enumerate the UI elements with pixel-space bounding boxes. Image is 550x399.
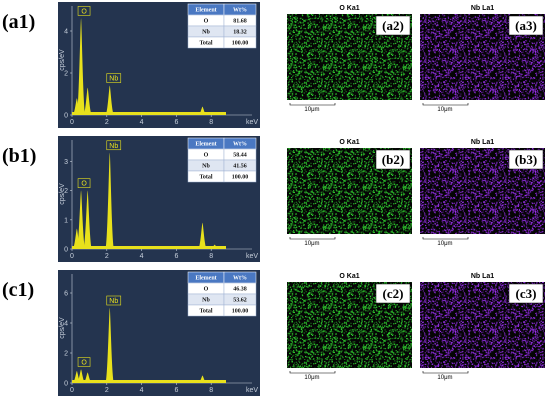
table-cell-text: O xyxy=(204,19,209,25)
peak-label-text: O xyxy=(81,360,87,367)
table-cell-text: 41.56 xyxy=(233,164,247,170)
y-tick-label: 6 xyxy=(64,291,68,298)
peak-label-text: Nb xyxy=(109,298,118,305)
table-cell-text: 53.62 xyxy=(233,298,247,304)
x-tick-label: 8 xyxy=(209,387,213,394)
map-label: (a2) xyxy=(382,18,404,33)
table-cell-text: 81.68 xyxy=(233,19,247,25)
scale-text: 10μm xyxy=(437,375,452,381)
scale-text: 10μm xyxy=(304,107,319,113)
y-tick-label: 2 xyxy=(64,351,68,358)
table-cell-text: Nb xyxy=(202,30,210,36)
map-title: O Ka1 xyxy=(339,273,359,280)
x-tick-label: 0 xyxy=(70,253,74,260)
table-header: Element xyxy=(195,8,216,14)
scale-text: 10μm xyxy=(437,241,452,247)
y-tick-label: 1 xyxy=(64,217,68,224)
peak-label-text: O xyxy=(81,181,87,188)
table-header: Element xyxy=(195,142,216,148)
table-cell-text: 46.38 xyxy=(233,287,247,293)
y-tick-label: 4 xyxy=(64,29,68,36)
x-tick-label: 6 xyxy=(174,387,178,394)
map-label: (b3) xyxy=(515,152,537,167)
x-tick-label: 8 xyxy=(209,119,213,126)
peak-label-text: Nb xyxy=(109,76,118,83)
table-cell-text: Nb xyxy=(202,298,210,304)
x-tick-label: 0 xyxy=(70,119,74,126)
x-tick-label: 6 xyxy=(174,119,178,126)
table-header: Element xyxy=(195,276,216,282)
y-axis-label: cps/eV xyxy=(59,317,66,339)
y-tick-label: 0 xyxy=(64,247,68,254)
panel-label: (c1) xyxy=(2,279,34,301)
x-tick-label: 2 xyxy=(105,119,109,126)
table-header: Wt% xyxy=(233,8,247,14)
map-title: O Ka1 xyxy=(339,139,359,146)
map-label: (c2) xyxy=(383,286,404,301)
map-title: Nb La1 xyxy=(471,5,494,12)
scale-text: 10μm xyxy=(304,375,319,381)
y-tick-label: 0 xyxy=(64,113,68,120)
x-tick-label: 6 xyxy=(174,253,178,260)
table-cell-text: 100.00 xyxy=(232,175,249,181)
x-tick-label: 4 xyxy=(140,119,144,126)
table-header: Wt% xyxy=(233,276,247,282)
map-label: (c3) xyxy=(516,286,537,301)
map-title: O Ka1 xyxy=(339,5,359,12)
x-unit: keV xyxy=(246,387,258,394)
table-cell-text: 100.00 xyxy=(232,41,249,47)
table-cell-text: Total xyxy=(199,41,212,47)
map-label: (a3) xyxy=(515,18,537,33)
scale-bar xyxy=(423,371,468,373)
x-unit: keV xyxy=(246,253,258,260)
scale-bar xyxy=(423,103,468,105)
y-tick-label: 3 xyxy=(64,159,68,166)
map-title: Nb La1 xyxy=(471,139,494,146)
x-tick-label: 2 xyxy=(105,253,109,260)
table-cell-text: O xyxy=(204,153,209,159)
x-tick-label: 0 xyxy=(70,387,74,394)
panel-label: (a1) xyxy=(2,11,35,33)
scale-bar xyxy=(290,371,335,373)
table-cell-text: Nb xyxy=(202,164,210,170)
scale-bar xyxy=(423,237,468,239)
table-cell-text: Total xyxy=(199,175,212,181)
panel-label: (b1) xyxy=(2,145,36,167)
table-cell-text: O xyxy=(204,287,209,293)
x-tick-label: 8 xyxy=(209,253,213,260)
peak-label-text: O xyxy=(81,8,87,15)
y-tick-label: 0 xyxy=(64,381,68,388)
x-tick-label: 2 xyxy=(105,387,109,394)
x-tick-label: 4 xyxy=(140,253,144,260)
scale-bar xyxy=(290,237,335,239)
peak-label-text: Nb xyxy=(109,143,118,150)
table-cell-text: 18.32 xyxy=(233,30,247,36)
x-tick-label: 4 xyxy=(140,387,144,394)
table-cell-text: 100.00 xyxy=(232,309,249,315)
table-cell-text: Total xyxy=(199,309,212,315)
scale-bar xyxy=(290,103,335,105)
table-header: Wt% xyxy=(233,142,247,148)
x-unit: keV xyxy=(246,119,258,126)
scale-text: 10μm xyxy=(304,241,319,247)
scale-text: 10μm xyxy=(437,107,452,113)
table-cell-text: 58.44 xyxy=(233,153,247,159)
map-title: Nb La1 xyxy=(471,273,494,280)
y-axis-label: cps/eV xyxy=(59,183,66,205)
map-label: (b2) xyxy=(382,152,404,167)
y-axis-label: cps/eV xyxy=(59,49,66,71)
